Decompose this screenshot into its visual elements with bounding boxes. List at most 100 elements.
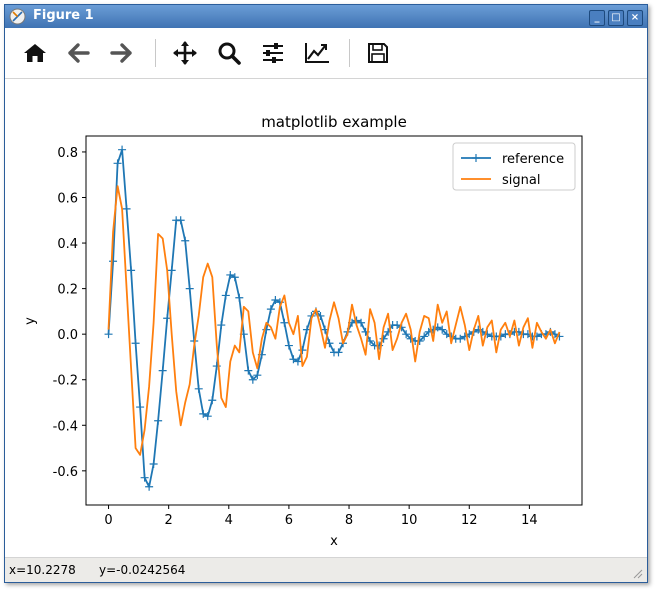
close-button[interactable]: ×	[627, 10, 643, 26]
data-point-reference	[379, 334, 388, 343]
legend-label-signal: signal	[502, 173, 540, 188]
series-line-reference	[107, 148, 560, 488]
pan-button[interactable]	[168, 37, 202, 69]
window-title: Figure 1	[33, 8, 94, 23]
status-bar: x=10.2278 y=-0.0242564	[5, 557, 647, 582]
data-point-reference	[104, 330, 113, 339]
x-tick-label: 6	[285, 513, 293, 528]
forward-button[interactable]	[104, 37, 138, 69]
data-point-reference	[402, 330, 411, 339]
back-arrow-icon	[68, 43, 90, 63]
x-tick-label: 14	[521, 513, 538, 528]
pan-icon	[173, 41, 197, 65]
y-axis-ticks: -0.6 -0.4 -0.2 0.0 0.2 0.4 0.6 0.8	[53, 146, 86, 480]
data-point-reference	[235, 293, 244, 302]
app-icon	[9, 8, 26, 25]
series-layer	[104, 145, 564, 491]
y-tick-label: -0.4	[53, 419, 78, 434]
x-tick-label: 8	[345, 513, 353, 528]
data-point-reference	[199, 409, 208, 418]
legend-marker-reference	[472, 154, 480, 162]
y-tick-label: 0.0	[57, 328, 78, 343]
cursor-y-readout: y=-0.0242564	[99, 563, 186, 577]
data-point-reference	[456, 334, 465, 343]
minimize-button[interactable]: _	[589, 10, 605, 26]
data-point-reference	[208, 396, 217, 405]
forward-arrow-icon	[110, 43, 132, 63]
data-point-reference	[113, 159, 122, 168]
data-point-reference	[357, 318, 366, 327]
data-point-reference	[248, 375, 257, 384]
toolbar-separator	[155, 39, 156, 67]
data-point-reference	[122, 204, 131, 213]
data-point-reference	[289, 355, 298, 364]
data-point-reference	[127, 266, 136, 275]
y-tick-label: 0.6	[57, 192, 78, 207]
data-point-reference	[118, 145, 127, 154]
figure-window: Figure 1 _ □ ×	[4, 4, 648, 583]
legend-label-reference: reference	[502, 152, 564, 167]
data-point-reference	[185, 284, 194, 293]
data-point-reference	[145, 482, 154, 491]
zoom-button[interactable]	[212, 37, 246, 69]
x-tick-label: 10	[401, 513, 418, 528]
data-point-reference	[230, 273, 239, 282]
resize-grip-icon[interactable]	[631, 567, 643, 579]
cursor-x-readout: x=10.2278	[9, 563, 76, 577]
data-point-reference	[293, 357, 302, 366]
data-point-reference	[406, 334, 415, 343]
data-point-reference	[203, 412, 212, 421]
data-point-reference	[158, 366, 167, 375]
data-point-reference	[176, 216, 185, 225]
chart-title: matplotlib example	[261, 113, 407, 131]
data-point-reference	[271, 296, 280, 304]
series-line-signal	[107, 185, 561, 456]
x-tick-label: 2	[165, 513, 173, 528]
data-point-reference	[131, 339, 140, 348]
data-point-reference	[217, 321, 226, 330]
y-tick-label: 0.2	[57, 283, 78, 298]
data-point-reference	[280, 318, 289, 327]
axes-frame	[85, 135, 583, 506]
data-point-reference	[226, 270, 235, 279]
maximize-button[interactable]: □	[608, 10, 624, 26]
back-button[interactable]	[62, 37, 96, 69]
data-point-reference	[483, 330, 492, 339]
data-point-reference	[334, 348, 343, 357]
data-point-reference	[167, 266, 176, 275]
figure-canvas[interactable]: matplotlib example 0 2 4 6 8 10 12 14 -0.6 -0.4-…	[5, 79, 647, 557]
data-point-reference	[244, 366, 253, 375]
data-point-reference	[149, 460, 158, 468]
toolbar	[5, 28, 647, 79]
data-point-reference	[266, 305, 275, 314]
line-chart[interactable]: matplotlib example 0 2 4 6 8 10 12 14 -0.6-0.4-…	[5, 79, 647, 557]
legend: reference signal	[452, 142, 576, 191]
zoom-icon	[218, 42, 241, 65]
toolbar-separator	[349, 39, 350, 67]
edit-axis-icon	[305, 43, 329, 63]
title-bar[interactable]: Figure 1 _ □ ×	[5, 5, 647, 28]
data-point-reference	[438, 325, 447, 334]
data-point-reference	[181, 236, 190, 245]
x-axis-label: x	[330, 534, 338, 549]
data-point-reference	[284, 341, 293, 350]
x-tick-label: 12	[461, 513, 478, 528]
save-icon	[368, 43, 388, 63]
home-button[interactable]	[18, 37, 52, 69]
data-point-reference	[253, 371, 262, 380]
subplots-button[interactable]	[256, 37, 290, 69]
data-point-reference	[393, 321, 402, 330]
data-point-reference	[109, 257, 118, 266]
y-tick-label: 0.4	[57, 237, 78, 252]
y-tick-label: -0.6	[53, 465, 78, 480]
save-button[interactable]	[361, 37, 395, 69]
data-point-reference	[325, 339, 334, 348]
x-tick-label: 4	[225, 513, 233, 528]
data-point-reference	[140, 473, 149, 482]
subplots-icon	[263, 43, 283, 63]
data-point-reference	[194, 384, 203, 393]
data-point-reference	[154, 416, 163, 425]
data-point-reference	[136, 403, 145, 412]
data-point-reference	[298, 346, 307, 355]
edit-axis-button[interactable]	[300, 37, 334, 69]
